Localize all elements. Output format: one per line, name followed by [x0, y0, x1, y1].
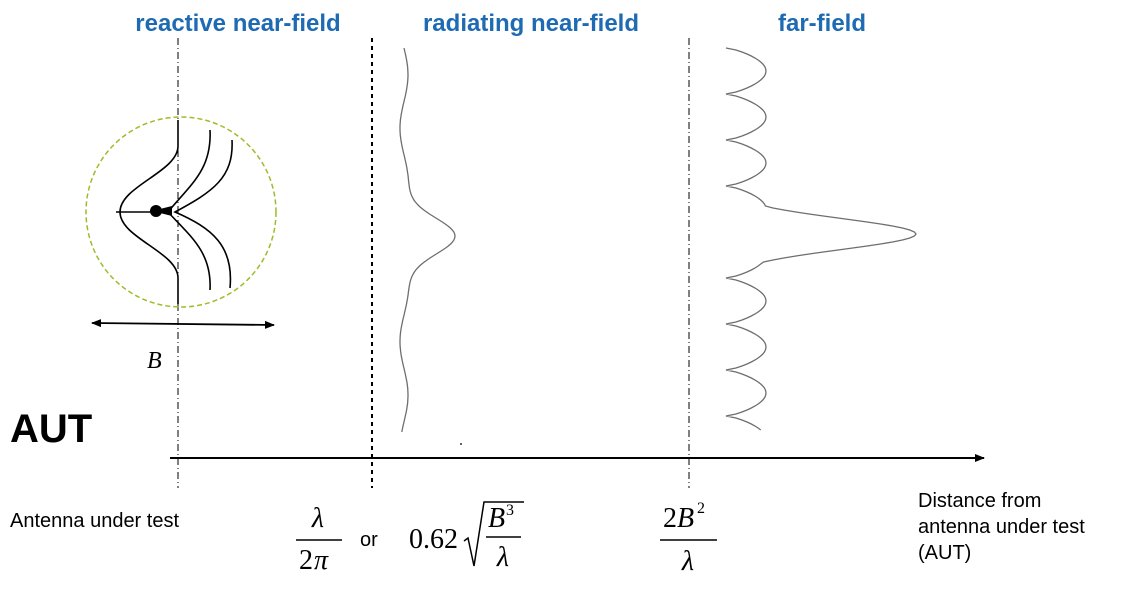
dimension-b-symbol: B: [147, 348, 162, 374]
far-field-label: far-field: [778, 10, 866, 37]
dimension-b-arrow: [91, 319, 275, 329]
reactive-sphere-outline: [85, 116, 277, 308]
distance-axis-label: Distance from antenna under test (AUT): [918, 490, 1090, 564]
far-field-pattern-curve: [725, 47, 917, 431]
reactive-formula-numerator: λ: [311, 503, 324, 534]
far-field-boundary-formula: 2 B 2 λ: [660, 500, 717, 577]
distance-axis-label-line-3: (AUT): [918, 542, 971, 564]
reactive-near-field-label: reactive near-field: [135, 10, 340, 37]
distance-axis-label-line-2: antenna under test: [918, 516, 1085, 538]
radiating-formula-radical: [463, 501, 524, 567]
distance-axis-label-line-1: Distance from: [918, 490, 1041, 512]
far-formula-numerator-symbol: B: [677, 503, 694, 534]
radiating-formula-numerator: B: [488, 503, 505, 534]
antenna-under-test-caption: Antenna under test: [10, 510, 179, 532]
axis-dot: [460, 443, 462, 445]
antenna-field-lines: [116, 120, 233, 304]
radiating-near-field-label: radiating near-field: [423, 10, 639, 37]
reactive-formula-denominator-symbol: π: [314, 545, 329, 576]
aut-label: AUT: [10, 407, 92, 451]
radiating-boundary-formula: 0.62 B 3 λ: [409, 501, 524, 573]
antenna-feed-point: [150, 205, 162, 217]
far-formula-denominator: λ: [681, 546, 694, 577]
radiating-formula-coefficient: 0.62: [409, 524, 458, 555]
far-formula-numerator-coef: 2: [663, 503, 677, 534]
formula-or-connector: or: [360, 529, 378, 551]
far-formula-exponent: 2: [697, 500, 705, 517]
radiating-formula-exponent: 3: [506, 502, 514, 519]
reactive-formula-denominator-coef: 2: [299, 545, 313, 576]
radiating-near-field-pattern-curve: [399, 47, 456, 433]
radiating-formula-denominator: λ: [496, 542, 509, 573]
reactive-boundary-formula: λ 2 π: [296, 503, 342, 576]
antenna-element: [160, 206, 172, 216]
